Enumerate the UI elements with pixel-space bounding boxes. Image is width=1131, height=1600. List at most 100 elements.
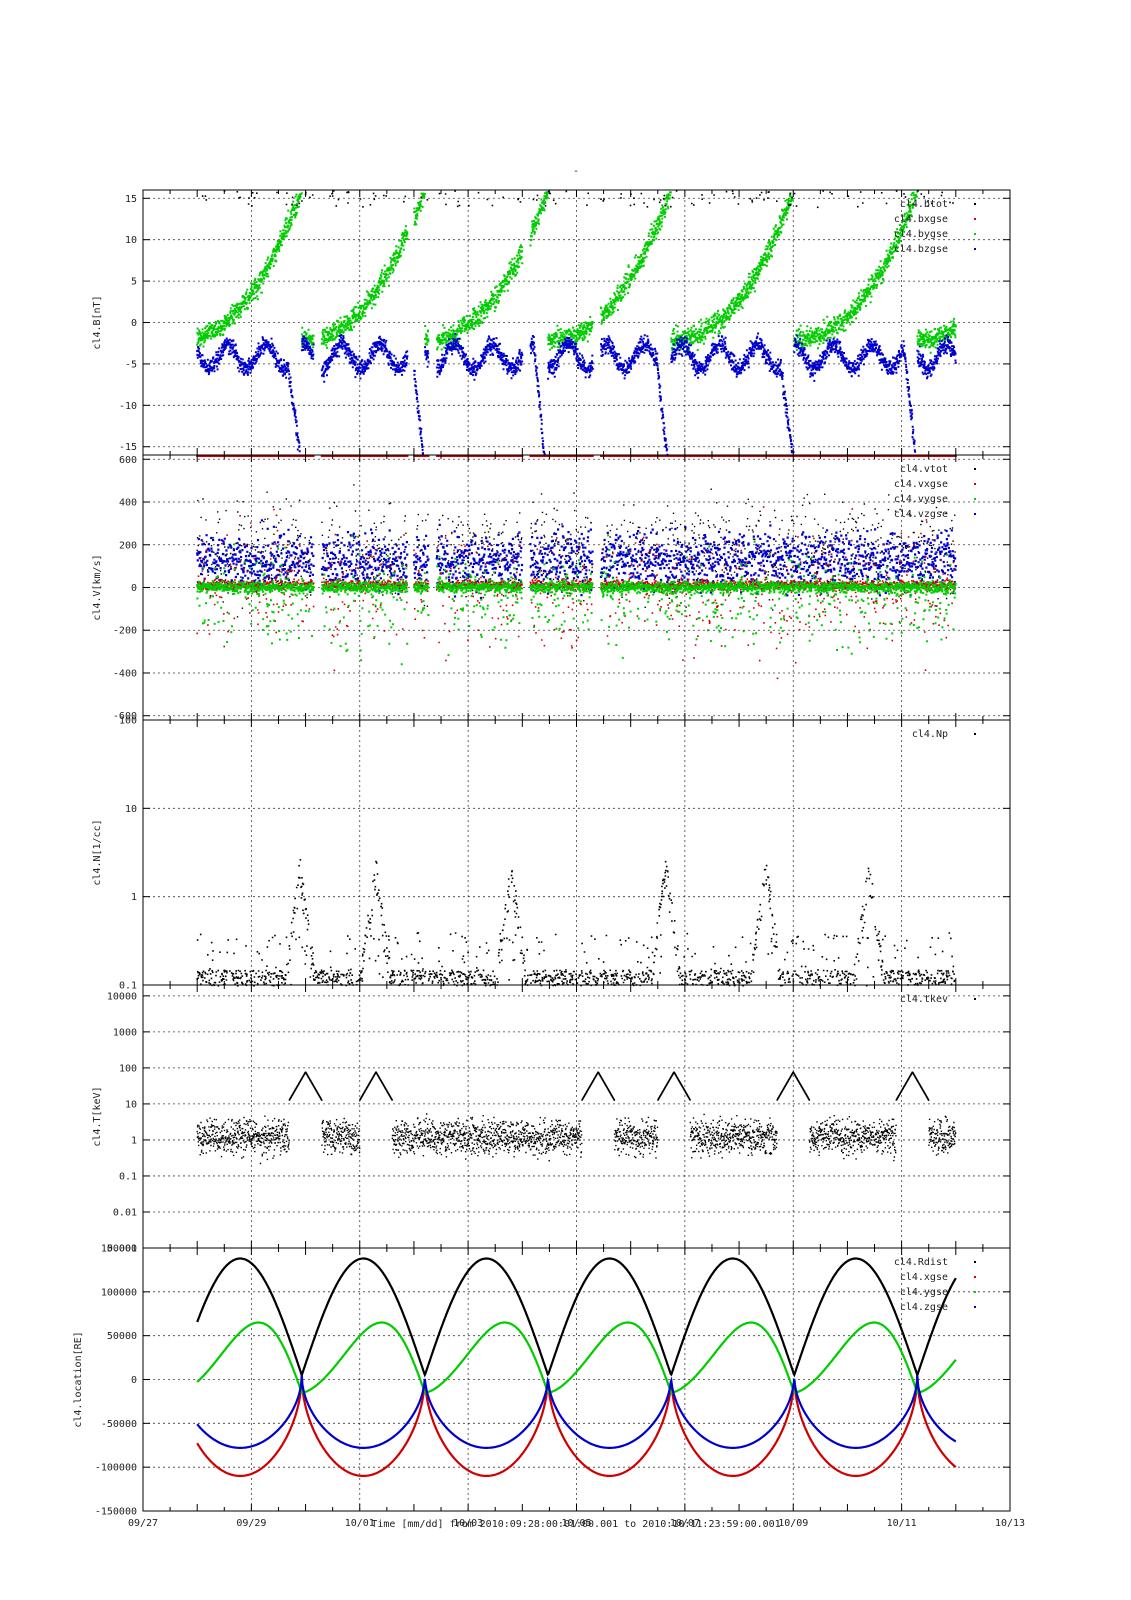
panel-density: 0.1 1 10 100 cl4.N[1/cc] cl4.Np <box>92 716 1011 992</box>
grid-lines <box>143 985 1010 1248</box>
x-ticks <box>142 720 1011 985</box>
y-tick-label: -400 <box>113 668 137 679</box>
legend-swatch <box>974 498 976 500</box>
y-tick-label: 1 <box>131 892 137 903</box>
legend-swatch <box>974 1261 976 1263</box>
y-tick-label: -50000 <box>101 1419 137 1430</box>
y-tick-label: 400 <box>119 498 137 509</box>
legend-label: cl4.vzgse <box>894 509 948 520</box>
x-ticks <box>142 190 1011 455</box>
y-tick-label: 0.1 <box>119 981 137 992</box>
legend-label: cl4.tkev <box>900 994 948 1005</box>
y-tick-label: 10 <box>125 1099 137 1110</box>
y-tick-label: -100000 <box>95 1463 137 1474</box>
legend-swatch <box>974 233 976 235</box>
legend: cl4.vtot cl4.vxgse cl4.vygse cl4.vzgse <box>894 464 976 520</box>
legend-swatch <box>974 468 976 470</box>
y-tick-label: 100000 <box>101 1287 137 1298</box>
series-bzgse-points <box>196 332 957 456</box>
y-axis-label: cl4.T[keV] <box>92 1086 103 1146</box>
grid-lines <box>143 455 1010 720</box>
legend: cl4.Np <box>912 729 976 740</box>
panel-temperature: 0.001 0.01 0.1 1 10 100 1000 10000 cl4.T[keV] cl4… <box>92 984 1011 1255</box>
series-rdist-line <box>196 1257 957 1379</box>
y-tick-label: -15 <box>119 442 137 453</box>
y-tick-label: -150000 <box>95 1507 137 1518</box>
data-points <box>196 859 956 987</box>
panel-location: -150000 -100000 -50000 0 50000 100000 150000 cl… <box>73 1244 1011 1518</box>
y-tick-label: 50000 <box>107 1331 137 1342</box>
x-ticks <box>142 985 1011 1248</box>
y-tick-label: 10 <box>125 804 137 815</box>
y-axis-label: cl4.V[km/s] <box>92 554 103 620</box>
legend-swatch <box>974 218 976 220</box>
grid-lines <box>143 1248 1010 1511</box>
legend-label: cl4.Rdist <box>894 1257 948 1268</box>
legend: cl4.btot cl4.bxgse cl4.bygse cl4.bzgse <box>894 199 976 255</box>
y-axis-label: cl4.N[1/cc] <box>92 819 103 885</box>
legend-swatch <box>974 483 976 485</box>
x-ticks <box>142 455 1011 720</box>
x-axis: 09/27 09/29 10/01 10/03 10/05 10/07 10/09 10/11… <box>128 1518 1025 1529</box>
y-tick-label: -200 <box>113 626 137 637</box>
figure-title: - <box>573 166 579 177</box>
grid-lines <box>143 720 1010 985</box>
legend-swatch <box>974 513 976 515</box>
legend-swatch <box>974 998 976 1000</box>
y-axis: -15 -10 -5 0 5 10 15 <box>119 194 1010 453</box>
legend-label: cl4.xgse <box>900 1272 948 1283</box>
series-ygse-line <box>196 1321 957 1394</box>
legend-swatch <box>974 248 976 250</box>
x-tick-label: 10/07 <box>670 1518 700 1529</box>
y-tick-label: 0.1 <box>119 1171 137 1182</box>
legend-swatch <box>974 1291 976 1293</box>
y-tick-label: 0.001 <box>107 1244 137 1255</box>
legend-label: cl4.zgse <box>900 1302 948 1313</box>
y-tick-label: 0 <box>131 1375 137 1386</box>
y-tick-label: 600 <box>119 455 137 466</box>
legend-label: cl4.btot <box>900 199 948 210</box>
y-tick-label: 10 <box>125 235 137 246</box>
series-xgse-line <box>196 1375 957 1477</box>
x-tick-label: 10/01 <box>345 1518 375 1529</box>
x-tick-label: 10/11 <box>887 1518 917 1529</box>
legend-label: cl4.vxgse <box>894 479 948 490</box>
legend-label: cl4.bzgse <box>894 244 948 255</box>
y-axis: -600 -400 -200 0 200 400 600 <box>113 455 1010 722</box>
y-tick-label: 200 <box>119 540 137 551</box>
y-tick-label: -10 <box>119 401 137 412</box>
y-tick-label: 15 <box>125 194 137 205</box>
legend-label: cl4.bxgse <box>894 214 948 225</box>
y-tick-label: 0 <box>131 318 137 329</box>
x-tick-label: 09/27 <box>128 1518 158 1529</box>
y-axis: -150000 -100000 -50000 0 50000 100000 150000 <box>95 1244 1010 1518</box>
legend-swatch <box>974 733 976 735</box>
grid-lines <box>143 190 1010 455</box>
x-tick-label: 09/29 <box>236 1518 266 1529</box>
y-tick-label: 100 <box>119 1063 137 1074</box>
panel-velocity: -600 -400 -200 0 200 400 600 cl4.V[km/s] cl4.vto… <box>92 454 1011 722</box>
y-axis: 0.1 1 10 100 <box>119 716 1010 992</box>
y-tick-label: 150000 <box>101 1244 137 1255</box>
legend-label: cl4.vtot <box>900 464 948 475</box>
x-tick-label: 10/03 <box>453 1518 483 1529</box>
y-axis-label: cl4.location[RE] <box>73 1331 84 1427</box>
x-tick-label: 10/05 <box>561 1518 591 1529</box>
x-tick-label: 10/13 <box>995 1518 1025 1529</box>
y-tick-label: 5 <box>131 277 137 288</box>
legend-swatch <box>974 1276 976 1278</box>
legend-swatch <box>974 1306 976 1308</box>
series-btot-points <box>201 190 954 209</box>
y-tick-label: -600 <box>113 711 137 722</box>
x-axis-label: Time [mm/dd] from 2010:09:28:00:01:00.00… <box>371 1519 780 1530</box>
legend-label: cl4.ygse <box>900 1287 948 1298</box>
legend: cl4.tkev <box>900 994 976 1005</box>
legend-label: cl4.vygse <box>894 494 948 505</box>
legend-label: cl4.bygse <box>894 229 948 240</box>
data-points <box>196 1257 957 1477</box>
x-tick-label: 10/09 <box>778 1518 808 1529</box>
y-tick-label: 0.01 <box>113 1207 137 1218</box>
panel-magnetic-field: -15 -10 -5 0 5 10 15 cl4.B[nT] cl4.btot cl4.bxgse… <box>92 189 1011 457</box>
legend-label: cl4.Np <box>912 729 948 740</box>
